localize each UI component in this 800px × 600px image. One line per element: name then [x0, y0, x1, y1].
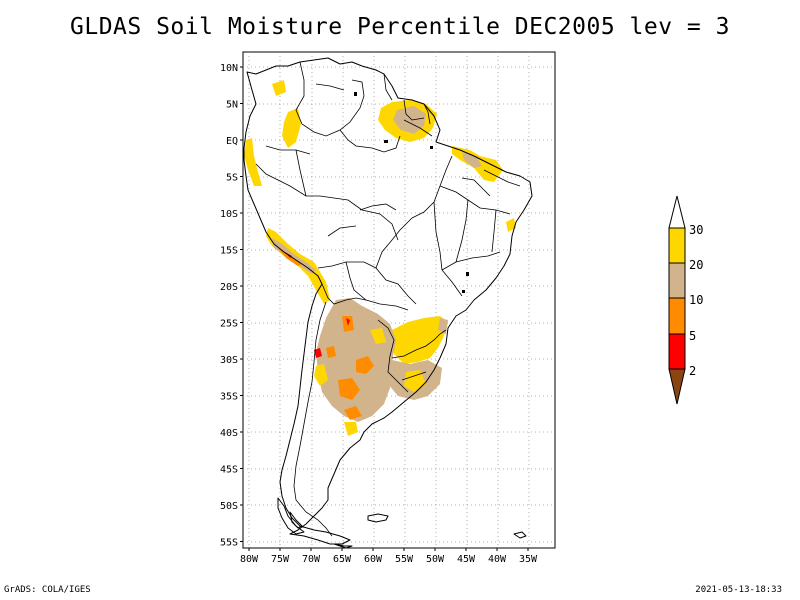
- lat-tick-label: 25S: [220, 319, 238, 330]
- colorbar-segment-2-5: [668, 333, 686, 370]
- lat-tick-label: 40S: [220, 428, 238, 439]
- colorbar-label-20: 20: [689, 258, 703, 272]
- latitude-labels: 10N 5N EQ 5S 10S 15S 20S 25S 30S 35S 40S 45S 50S 55S: [220, 63, 243, 549]
- lon-tick-label: 45W: [457, 554, 476, 565]
- colorbar-label-5: 5: [689, 329, 696, 343]
- lon-tick-label: 70W: [302, 554, 321, 565]
- map-title: GLDAS Soil Moisture Percentile DEC2005 l…: [70, 14, 730, 40]
- lat-tick-label: 55S: [220, 538, 238, 549]
- lon-tick-label: 35W: [519, 554, 538, 565]
- footer-credit: GrADS: COLA/IGES: [4, 585, 91, 595]
- colorbar-bottom-triangle: [668, 368, 686, 405]
- lat-tick-label: 20S: [220, 282, 238, 293]
- colorbar-segment-20-30: [668, 227, 686, 264]
- longitude-labels: 80W 75W 70W 65W 60W 55W 50W 45W 40W 35W: [240, 548, 538, 565]
- lat-tick-label: 35S: [220, 392, 238, 403]
- colorbar-label-2: 2: [689, 364, 696, 378]
- colorbar-segment-5-10: [668, 297, 686, 335]
- lat-tick-label: 5S: [226, 173, 238, 184]
- colorbar-label-10: 10: [689, 293, 703, 307]
- colorbar-label-30: 30: [689, 223, 703, 237]
- lon-tick-label: 75W: [271, 554, 290, 565]
- country-borders: [255, 61, 521, 537]
- colorbar-segment-10-20: [668, 262, 686, 299]
- lon-tick-label: 65W: [333, 554, 352, 565]
- lon-tick-label: 40W: [488, 554, 507, 565]
- lat-tick-label: 10N: [220, 63, 238, 74]
- lon-tick-label: 50W: [426, 554, 445, 565]
- lon-tick-label: 55W: [395, 554, 414, 565]
- inland-water: [354, 92, 469, 293]
- grid-lines: [243, 52, 555, 548]
- lat-tick-label: 30S: [220, 355, 238, 366]
- lat-tick-label: 15S: [220, 246, 238, 257]
- colorbar-top-triangle: [668, 195, 686, 229]
- colorbar: 30 20 10 5 2: [668, 195, 703, 405]
- lat-tick-label: 5N: [226, 100, 238, 111]
- lat-tick-label: 10S: [220, 209, 238, 220]
- lat-tick-label: 45S: [220, 465, 238, 476]
- lon-tick-label: 80W: [240, 554, 259, 565]
- lat-tick-label: EQ: [226, 136, 238, 147]
- footer-timestamp: 2021-05-13-18:33: [695, 585, 782, 595]
- lon-tick-label: 60W: [364, 554, 383, 565]
- lat-tick-label: 50S: [220, 501, 238, 512]
